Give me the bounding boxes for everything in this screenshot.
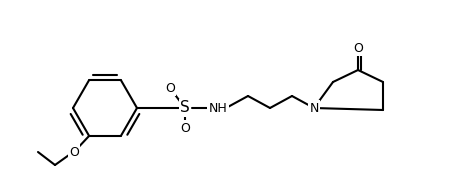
Text: S: S (180, 100, 190, 116)
Text: O: O (353, 42, 363, 54)
Text: NH: NH (209, 102, 227, 114)
Text: O: O (69, 146, 79, 158)
Text: O: O (165, 82, 175, 95)
Text: O: O (180, 121, 190, 135)
Text: N: N (309, 102, 319, 114)
